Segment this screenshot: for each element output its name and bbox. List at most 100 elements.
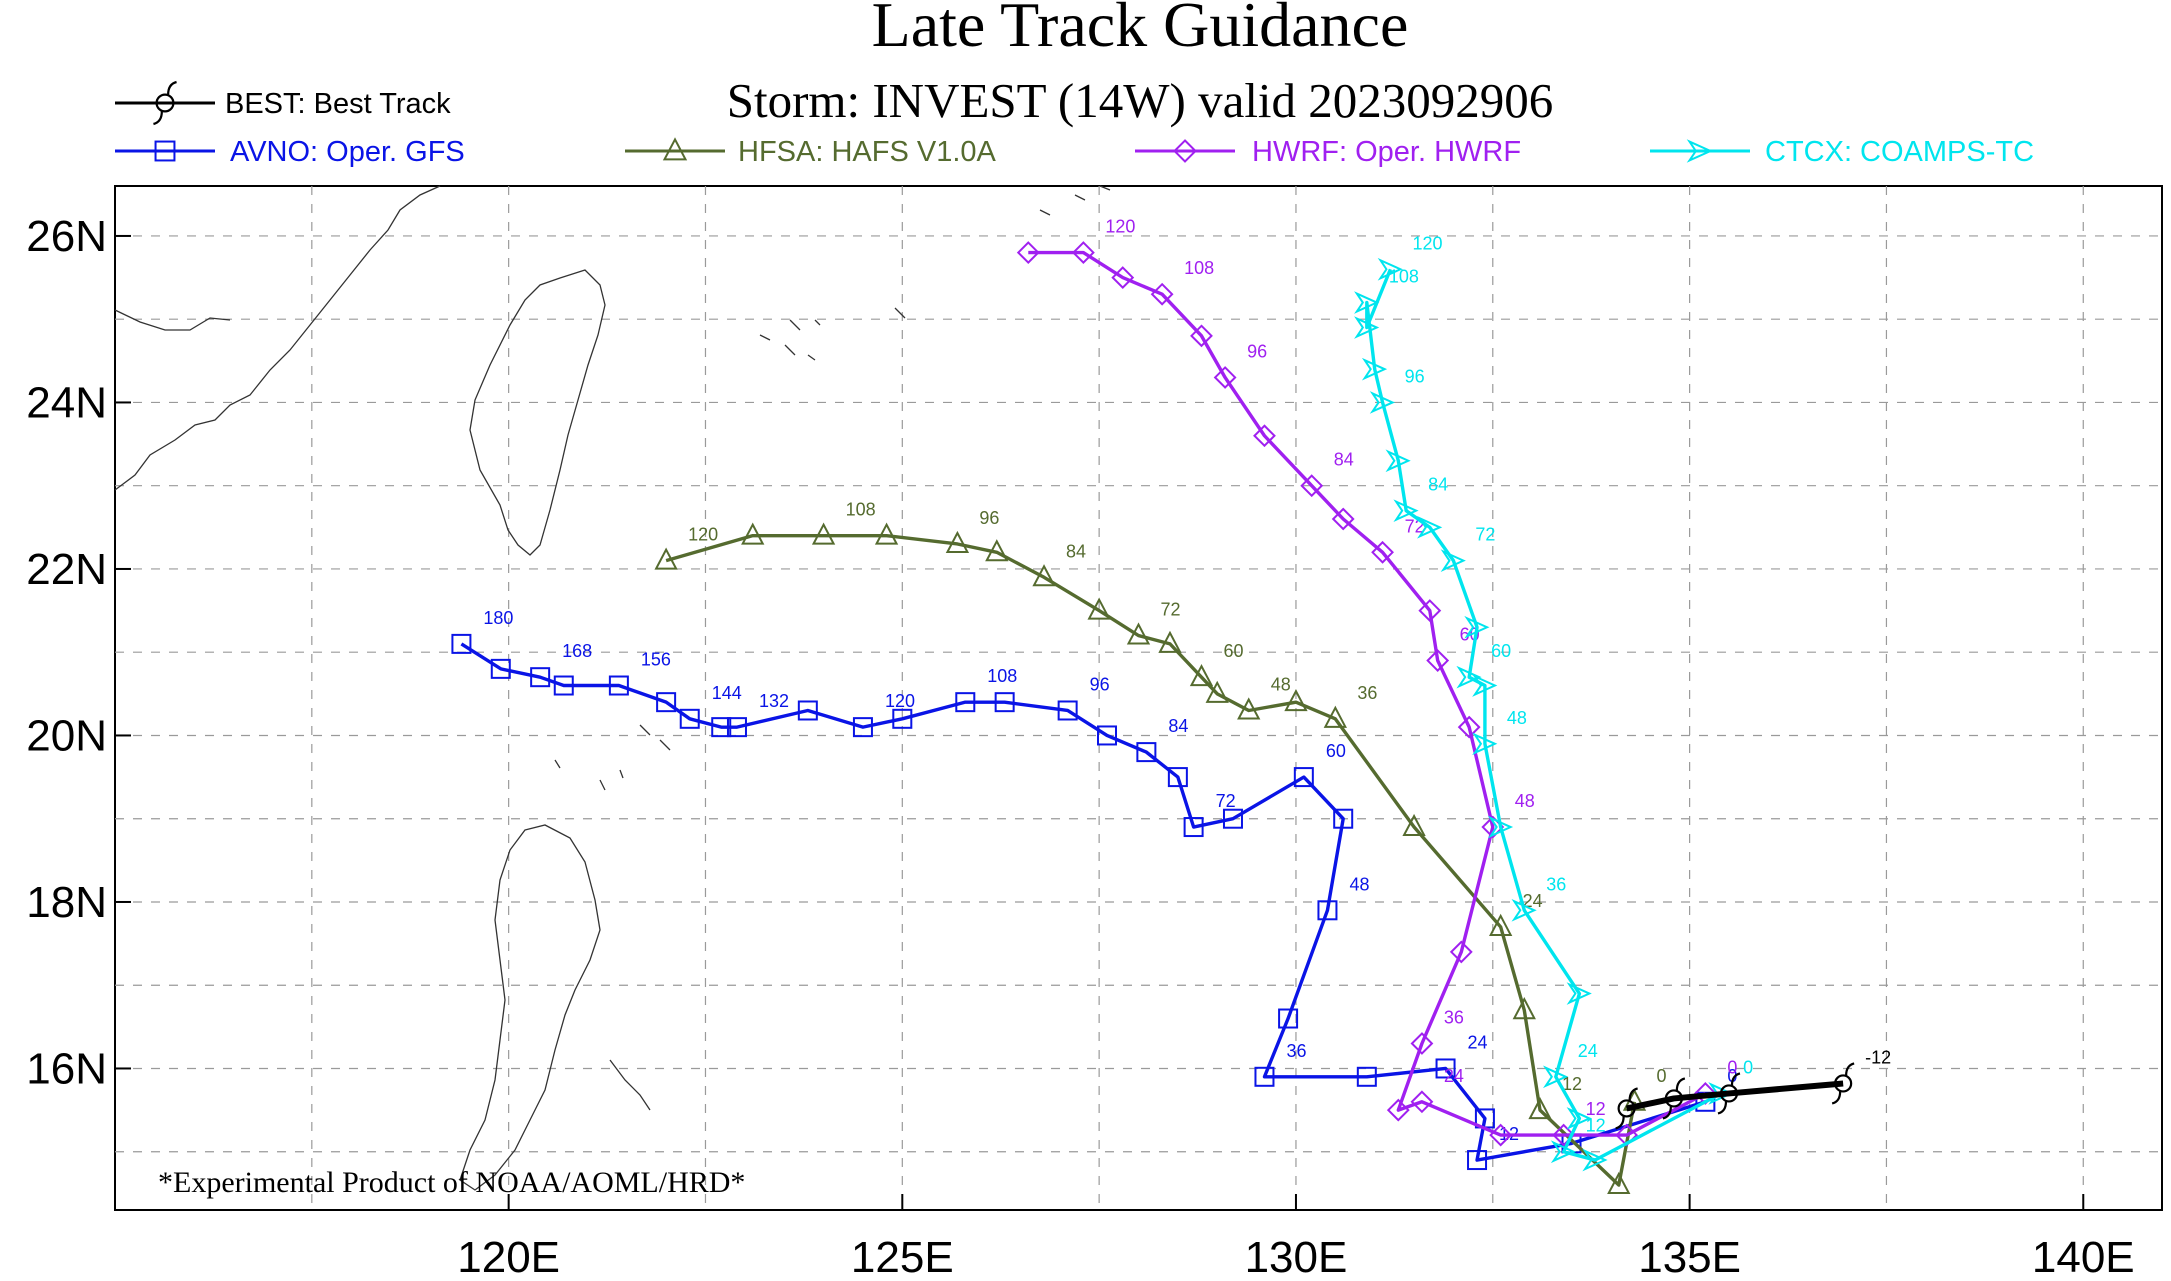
track-point-marker [797, 700, 818, 721]
forecast-hour-label: 132 [759, 691, 789, 711]
track-point-marker [1189, 664, 1214, 687]
batanes-islands [554, 759, 624, 791]
forecast-hour-label: 96 [1090, 674, 1110, 694]
legend-label: CTCX: COAMPS-TC [1765, 136, 2034, 168]
forecast-hour-label: 96 [1247, 341, 1267, 361]
track-point-marker [1213, 366, 1237, 389]
forecast-hour-label: 120 [885, 691, 915, 711]
track-point-marker [1552, 1123, 1576, 1147]
track-point-marker [1686, 139, 1713, 163]
track-point-marker [1361, 357, 1388, 381]
track-point-marker [1410, 1032, 1434, 1055]
forecast-hour-label: 96 [979, 508, 999, 528]
forecast-hour-label: 48 [1507, 708, 1527, 728]
track-point-marker [955, 692, 976, 713]
track-point-marker [1418, 599, 1442, 622]
track-point-marker [1385, 449, 1411, 473]
legend-label: AVNO: Oper. GFS [230, 136, 465, 168]
forecast-hour-label: 60 [1326, 741, 1346, 761]
track-point-marker [1708, 1082, 1734, 1105]
forecast-hour-label: 24 [1523, 891, 1543, 911]
track-point-marker [711, 717, 732, 738]
legend-item-hwrf: HWRF: Oper. HWRF [1135, 136, 1521, 168]
track-point-marker [726, 717, 747, 738]
track-point-marker [1293, 767, 1314, 788]
track-point-marker [1237, 697, 1261, 720]
forecast-hour-label: 108 [846, 500, 876, 520]
track-point-marker [1167, 767, 1188, 788]
track-point-marker [892, 708, 913, 729]
y-tick-label: 18N [26, 878, 107, 927]
track-point-marker [1356, 1066, 1377, 1087]
legend-label: HWRF: Oper. HWRF [1252, 136, 1521, 168]
legend-label: BEST: Best Track [225, 88, 451, 120]
y-tick-label: 20N [26, 711, 107, 760]
forecast-hour-label: 120 [1105, 217, 1135, 237]
track-point-marker [451, 633, 472, 654]
track-point-marker [1300, 474, 1324, 498]
track-point-marker [1489, 1123, 1513, 1147]
track-point-marker [1393, 499, 1419, 523]
legend-item-hfsa: HFSA: HAFS V1.0A [625, 136, 997, 168]
x-tick-label: 135E [1638, 1233, 1741, 1281]
track-point-marker [1489, 913, 1513, 936]
track-point-marker [1183, 817, 1204, 838]
track-point-marker [1032, 564, 1056, 587]
track-point-marker [1254, 1066, 1275, 1087]
track-point-marker [1323, 705, 1347, 728]
hurricane-icon [1615, 1087, 1638, 1130]
track-point-marker [530, 667, 551, 688]
y-tick-label: 24N [26, 378, 107, 427]
series-best: -12 [1615, 1047, 1891, 1130]
forecast-hour-label: 48 [1515, 791, 1535, 811]
track-point-marker [1253, 424, 1276, 448]
forecast-hour-label: 24 [1444, 1066, 1464, 1086]
track-point-marker [1016, 241, 1040, 265]
track-point-marker [1111, 266, 1135, 289]
forecast-hour-label: 156 [641, 650, 671, 670]
track-point-marker [1417, 515, 1443, 539]
track-point-marker [1331, 507, 1355, 531]
track-point-marker [1550, 1140, 1577, 1164]
ryukyu-islands-2 [789, 319, 821, 331]
legend-item-ctcx: CTCX: COAMPS-TC [1650, 136, 2034, 168]
forecast-hour-label: 144 [712, 683, 742, 703]
track-point-marker [1386, 1098, 1410, 1122]
track-point-marker [662, 137, 688, 161]
track-point-marker [1449, 940, 1473, 964]
forecast-hour-label: 48 [1349, 874, 1369, 894]
track-point-marker [1543, 1065, 1569, 1089]
track-point-marker [1607, 1171, 1631, 1195]
track-point-marker [852, 717, 873, 738]
track-point-marker [1317, 900, 1338, 921]
forecast-hour-label: 108 [987, 666, 1017, 686]
track-point-marker [985, 539, 1009, 562]
forecast-hour-label: 72 [1161, 600, 1181, 620]
forecast-hour-label: 84 [1066, 541, 1086, 561]
track-point-marker [1354, 291, 1380, 314]
y-tick-label: 26N [26, 212, 107, 261]
track-point-marker [1071, 241, 1095, 265]
track-point-marker [1528, 1096, 1552, 1120]
track-point-marker [1512, 997, 1536, 1020]
forecast-hour-label: 84 [1168, 716, 1188, 736]
track-point-marker [1158, 630, 1182, 653]
track-point-marker [154, 140, 176, 162]
axes: 120E 125E 130E 135E 140E 16N 18N 20N 22N 24N 26N [26, 212, 2134, 1281]
track-point-marker [741, 522, 765, 545]
hurricane-icon [1831, 1062, 1855, 1105]
taiwan-island [469, 269, 606, 556]
forecast-hour-label: 12 [1586, 1099, 1606, 1119]
series-line-avno [460, 642, 1706, 1162]
forecast-hour-label: 84 [1428, 475, 1448, 495]
track-point-marker [1456, 665, 1482, 689]
chart-title: Late Track Guidance [872, 0, 1409, 60]
track-point-marker [1190, 324, 1213, 348]
track-point-marker [1205, 680, 1229, 703]
x-tick-label: 140E [2032, 1233, 2135, 1281]
y-tick-label: 16N [26, 1044, 107, 1093]
track-point-marker [656, 692, 677, 713]
